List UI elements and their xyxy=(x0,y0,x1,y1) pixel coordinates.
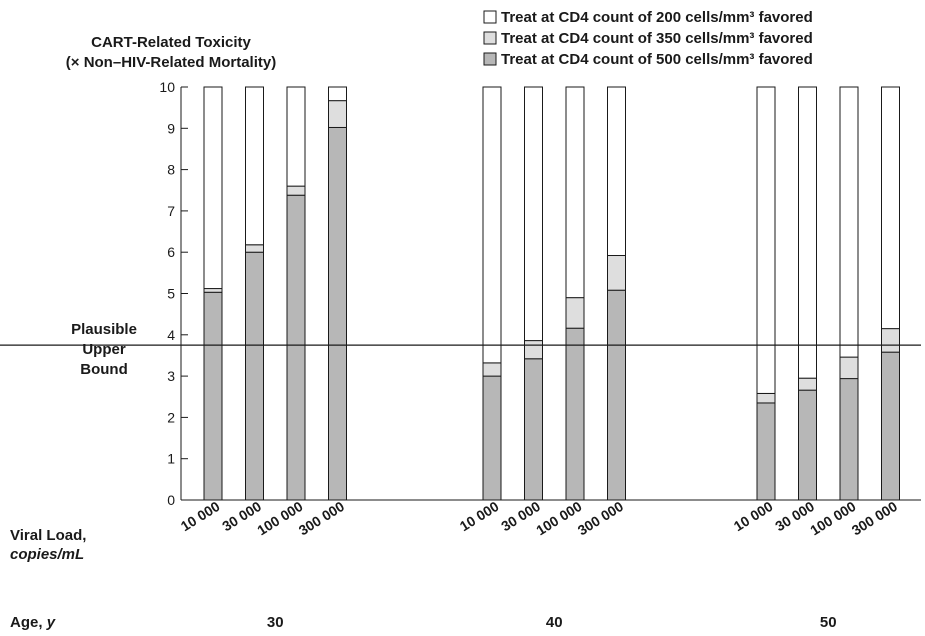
x-tick-label: 100 000 xyxy=(807,498,859,538)
y-tick-label: 1 xyxy=(167,451,175,467)
bar-segment-cd4-200 xyxy=(756,86,776,394)
y-tick-label: 0 xyxy=(167,492,175,508)
age-labels: 30 40 50 xyxy=(267,614,837,631)
x-tick-label: 100 000 xyxy=(254,498,306,538)
age-group-label: 30 xyxy=(267,614,284,631)
x-tick-label: 300 000 xyxy=(849,498,901,538)
x-tick-label: 10 000 xyxy=(457,498,502,534)
y-ticks: 0 1 2 3 4 5 6 7 8 9 10 xyxy=(159,79,188,508)
bar-segment-cd4-500 xyxy=(756,402,776,501)
legend-label-cd4-500: Treat at CD4 count of 500 cells/mm³ favo… xyxy=(501,51,813,68)
bar-segment-cd4-500 xyxy=(565,327,585,501)
y-tick-label: 9 xyxy=(167,120,175,136)
bar-segment-cd4-200 xyxy=(482,86,502,364)
legend-label-cd4-200: Treat at CD4 count of 200 cells/mm³ favo… xyxy=(501,9,813,26)
bar-segment-cd4-350 xyxy=(286,185,306,196)
bar-segment-cd4-350 xyxy=(565,297,585,329)
y-tick-label: 5 xyxy=(167,286,175,302)
bar-segment-cd4-200 xyxy=(203,86,223,290)
ref-label-line1: Plausible xyxy=(71,321,137,338)
bar-segment-cd4-350 xyxy=(482,362,502,377)
bar-segment-cd4-200 xyxy=(524,86,543,342)
legend-label-cd4-350: Treat at CD4 count of 350 cells/mm³ favo… xyxy=(501,30,813,47)
bar-segment-cd4-200 xyxy=(881,86,900,330)
bar-segment-cd4-200 xyxy=(565,86,585,299)
bar-segment-cd4-350 xyxy=(756,392,776,404)
legend-swatch-cd4-500 xyxy=(483,52,497,66)
x-axis-title-line1: Viral Load, xyxy=(10,527,86,544)
y-axis-title-line2: (× Non–HIV-Related Mortality) xyxy=(66,54,276,71)
x-axis-title-line2: copies/mL xyxy=(10,546,84,563)
bar-segment-cd4-200 xyxy=(286,86,306,187)
bar-segment-cd4-350 xyxy=(607,255,626,291)
legend-swatch-cd4-200 xyxy=(483,10,497,24)
bar-segment-cd4-200 xyxy=(245,86,264,246)
bar-segment-cd4-500 xyxy=(839,378,859,501)
bar-segment-cd4-500 xyxy=(524,358,543,501)
legend-swatch-cd4-350 xyxy=(483,31,497,45)
bar-segment-cd4-500 xyxy=(245,251,264,501)
x-tick-label: 100 000 xyxy=(533,498,585,538)
y-tick-label: 7 xyxy=(167,203,175,219)
legend: Treat at CD4 count of 200 cells/mm³ favo… xyxy=(483,9,813,68)
x-tick-label: 10 000 xyxy=(731,498,776,534)
ref-label-line3: Bound xyxy=(80,361,127,378)
bar-segment-cd4-350 xyxy=(524,340,543,360)
bar-segment-cd4-500 xyxy=(203,291,223,501)
age-group-label: 40 xyxy=(546,614,563,631)
bar-segment-cd4-350 xyxy=(839,356,859,380)
x-tick-label: 10 000 xyxy=(178,498,223,534)
bar-segment-cd4-350 xyxy=(245,244,264,253)
y-tick-label: 6 xyxy=(167,244,175,260)
plausible-upper-bound-label: Plausible Upper Bound xyxy=(71,321,137,378)
bar-segment-cd4-350 xyxy=(203,288,223,293)
y-tick-label: 2 xyxy=(167,409,175,425)
y-tick-label: 4 xyxy=(167,327,175,343)
bar-segment-cd4-500 xyxy=(286,194,306,501)
bar-segment-cd4-500 xyxy=(482,375,502,501)
bar-segment-cd4-350 xyxy=(881,328,900,353)
y-tick-label: 8 xyxy=(167,162,175,178)
bar-segment-cd4-350 xyxy=(798,377,817,391)
bar-segment-cd4-350 xyxy=(328,100,347,128)
ref-label-line2: Upper xyxy=(82,341,126,358)
x-tick-label: 300 000 xyxy=(296,498,348,538)
bar-segment-cd4-200 xyxy=(328,86,347,102)
bar-segment-cd4-200 xyxy=(607,86,626,257)
bar-segment-cd4-500 xyxy=(328,126,347,501)
bar-segment-cd4-200 xyxy=(839,86,859,358)
age-axis-title-text: Age, xyxy=(10,614,47,631)
bar-segment-cd4-500 xyxy=(607,289,626,501)
bars xyxy=(203,86,900,501)
bar-segment-cd4-200 xyxy=(798,86,817,379)
bar-segment-cd4-500 xyxy=(798,389,817,501)
y-tick-label: 10 xyxy=(159,79,175,95)
age-axis-unit: y xyxy=(46,614,56,631)
x-tick-label: 300 000 xyxy=(575,498,627,538)
y-axis-title-line1: CART-Related Toxicity xyxy=(91,34,251,51)
age-group-label: 50 xyxy=(820,614,837,631)
bar-segment-cd4-500 xyxy=(881,351,900,501)
age-axis-title: Age, y xyxy=(10,614,56,631)
y-tick-label: 3 xyxy=(167,368,175,384)
